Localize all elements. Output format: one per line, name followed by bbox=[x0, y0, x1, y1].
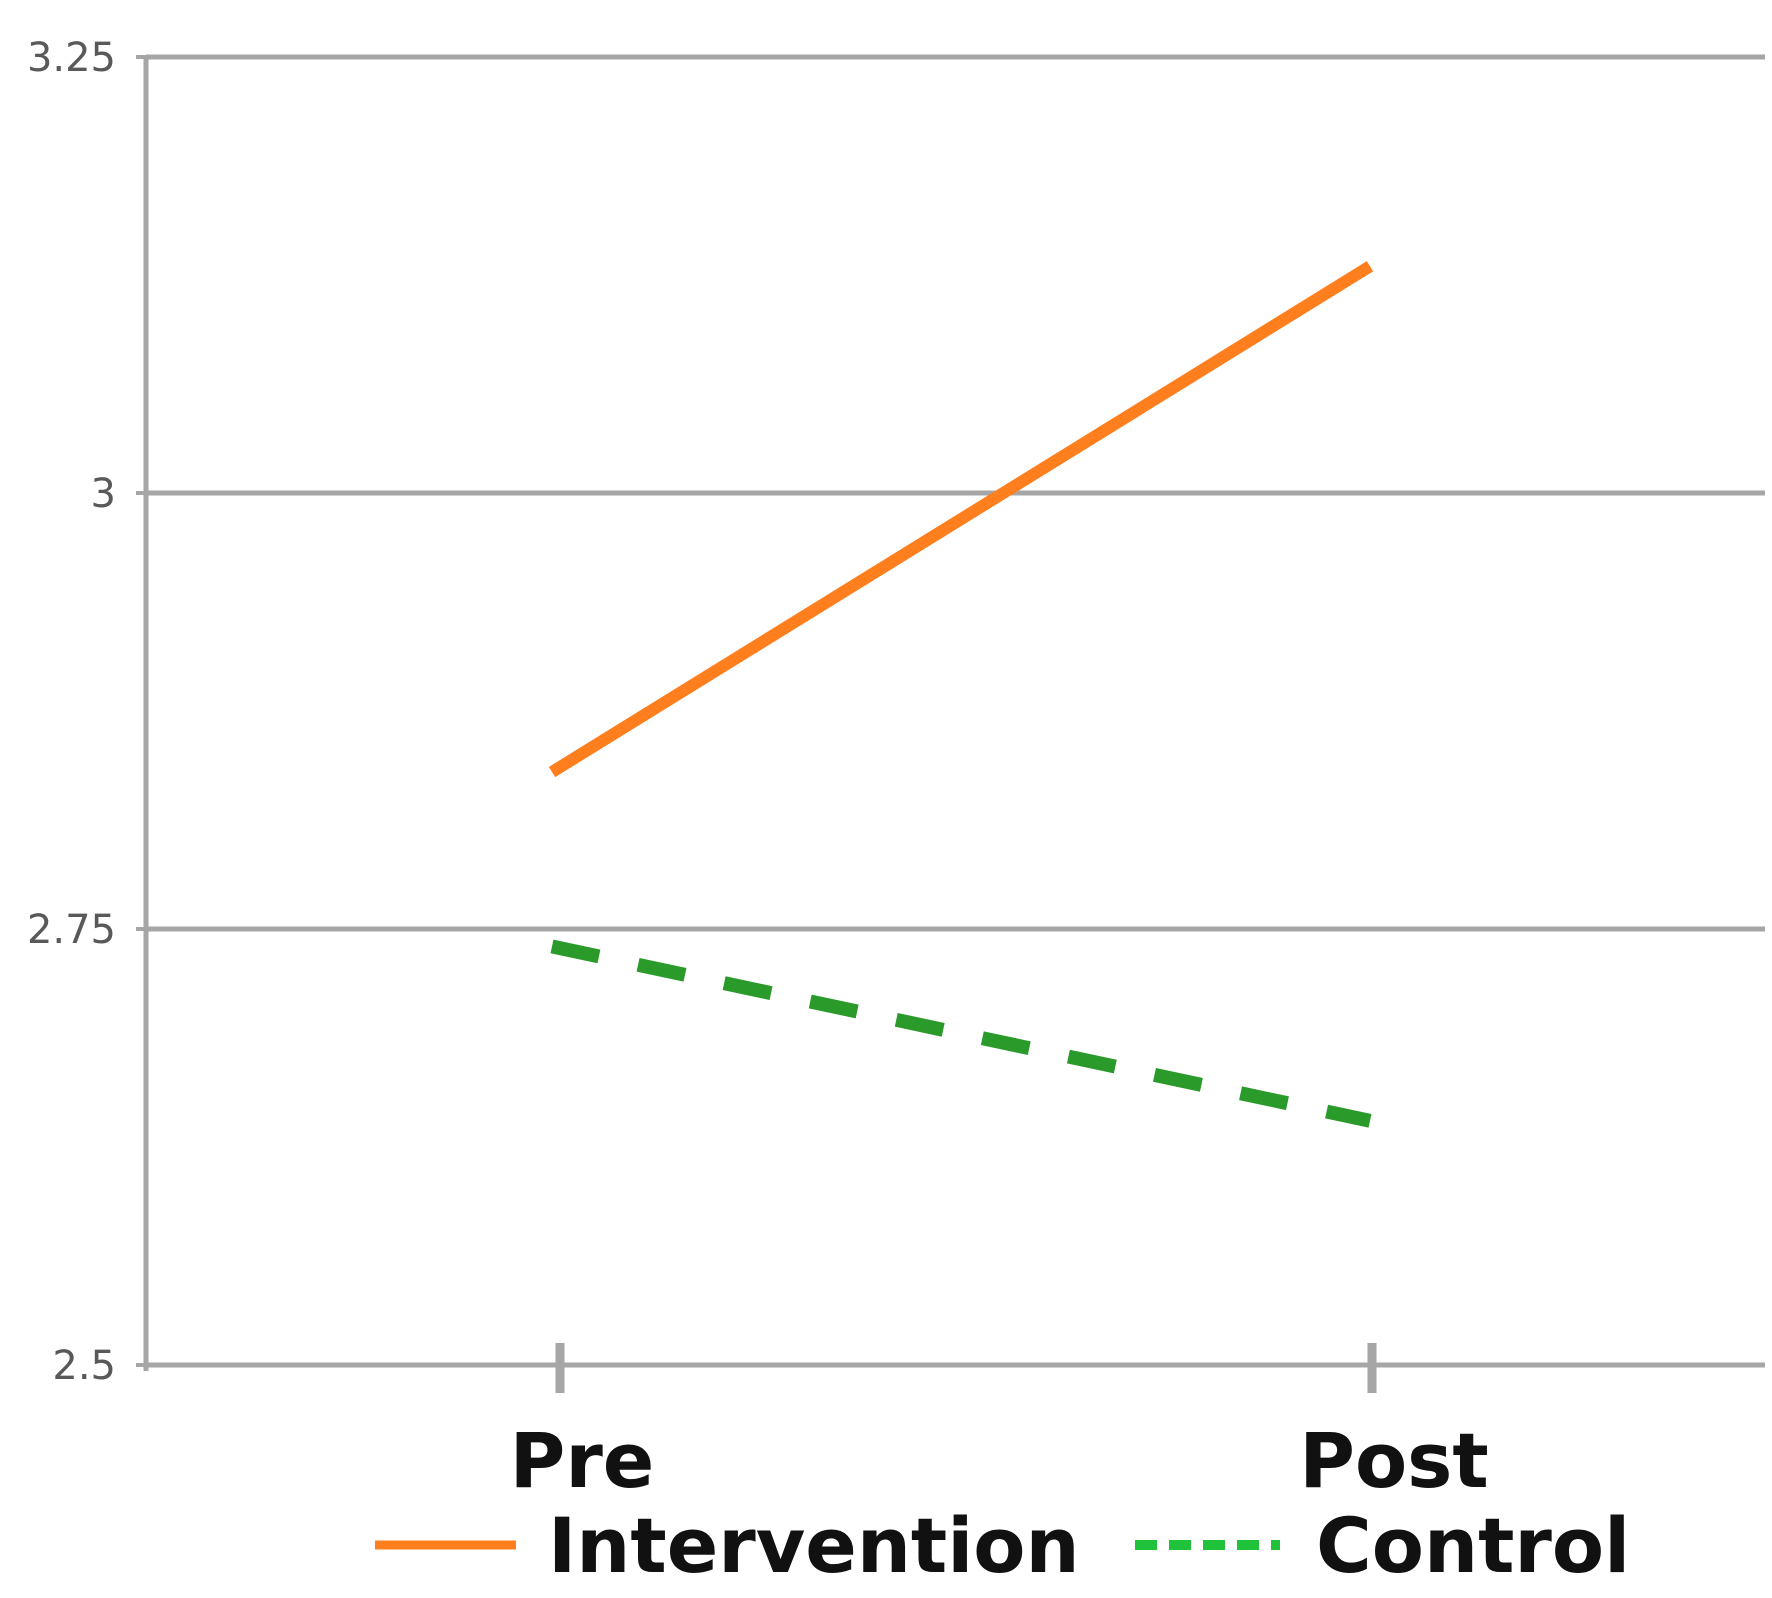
series-lines bbox=[548, 261, 1374, 1128]
y-tick-label: 3 bbox=[91, 471, 116, 517]
x-tick-label-pre: Pre bbox=[510, 1416, 655, 1505]
legend-label-control: Control bbox=[1316, 1501, 1630, 1590]
gridlines bbox=[146, 54, 1765, 1368]
series-line-intervention bbox=[548, 261, 1374, 778]
y-axis: 2.5 2.75 3 3.25 bbox=[27, 35, 149, 1389]
x-tick-label-post: Post bbox=[1299, 1416, 1488, 1505]
legend-label-intervention: Intervention bbox=[548, 1501, 1080, 1590]
y-tick-label: 2.5 bbox=[52, 1343, 116, 1389]
legend: Intervention Control bbox=[375, 1501, 1630, 1590]
y-tick-label: 3.25 bbox=[27, 35, 116, 81]
series-line-control bbox=[550, 939, 1372, 1128]
y-tick-label: 2.75 bbox=[27, 907, 116, 953]
x-axis: Pre Post bbox=[510, 1343, 1489, 1505]
